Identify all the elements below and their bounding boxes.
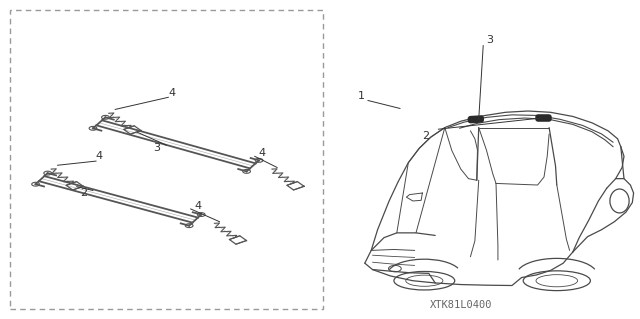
Text: 2: 2: [422, 130, 429, 141]
Text: XTK81L0400: XTK81L0400: [429, 300, 492, 310]
Text: 3: 3: [486, 35, 493, 45]
Text: 2: 2: [79, 188, 87, 198]
Text: 3: 3: [154, 143, 160, 153]
Text: 4: 4: [259, 148, 266, 158]
Text: 4: 4: [195, 201, 202, 211]
Text: 4: 4: [168, 87, 175, 98]
Text: 1: 1: [358, 91, 365, 101]
Text: 4: 4: [95, 151, 103, 161]
